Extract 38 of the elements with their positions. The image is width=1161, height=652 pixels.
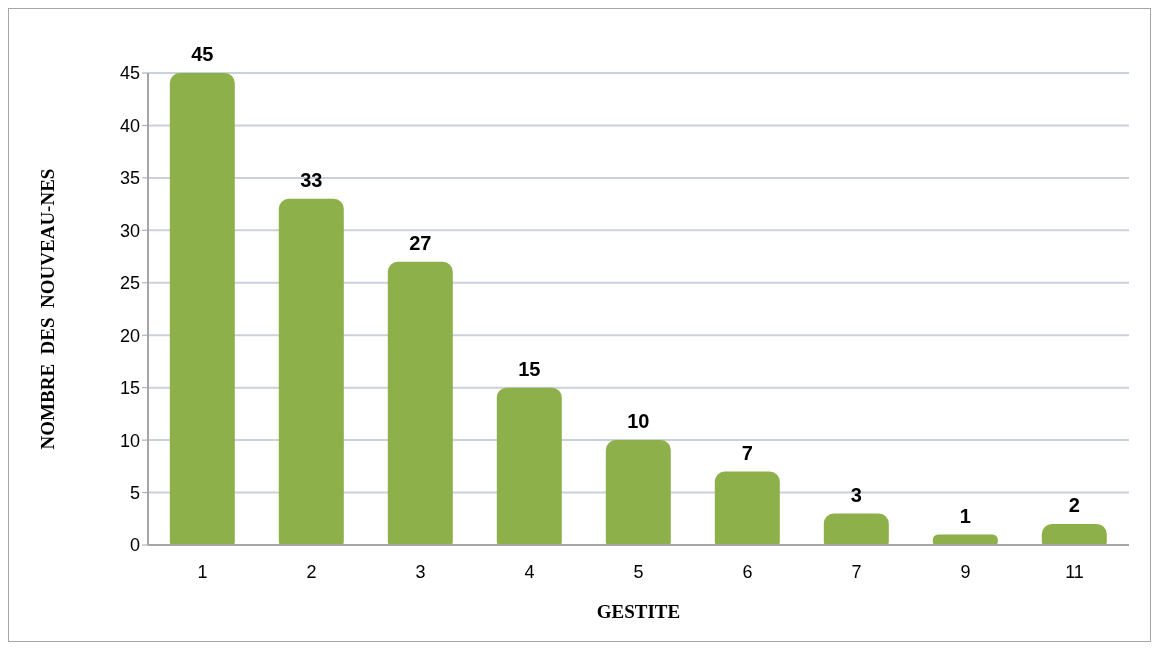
y-tick-label: 0	[129, 535, 140, 556]
y-tick-label: 5	[129, 482, 140, 503]
y-tick-label: 40	[119, 115, 140, 136]
bar	[169, 73, 235, 545]
y-tick-label: 25	[119, 273, 140, 294]
x-tick-label: 3	[415, 561, 426, 582]
data-label: 10	[627, 410, 650, 433]
x-tick-label: 11	[1065, 561, 1084, 582]
data-label: 27	[409, 231, 432, 254]
bar	[1041, 524, 1107, 545]
y-tick-label: 20	[119, 325, 140, 346]
bar	[605, 440, 671, 545]
y-tick-label: 35	[119, 168, 140, 189]
x-tick-label: 1	[197, 561, 208, 582]
y-axis-title: NOMBRE DES NOUVEAU-NES	[36, 168, 58, 450]
bar	[496, 387, 562, 545]
x-tick-label: 5	[633, 561, 644, 582]
x-tick-label: 9	[960, 561, 971, 582]
x-axis-title: GESTITE	[596, 600, 681, 622]
data-label: 15	[518, 357, 541, 380]
data-label: 7	[741, 441, 753, 464]
data-label: 2	[1068, 494, 1080, 517]
y-tick-label: 15	[119, 378, 140, 399]
bar	[278, 198, 344, 545]
bar	[823, 513, 889, 545]
y-tick-label: 10	[119, 430, 140, 451]
x-tick-label: 7	[851, 561, 862, 582]
bar	[714, 471, 780, 545]
y-tick-label: 30	[119, 220, 140, 241]
x-tick-label: 6	[742, 561, 753, 582]
y-tick-label: 45	[119, 63, 140, 84]
data-label: 3	[850, 483, 862, 506]
data-label: 45	[191, 43, 214, 65]
data-label: 33	[300, 168, 323, 191]
data-label: 1	[959, 504, 971, 527]
bar	[387, 261, 453, 545]
x-tick-label: 2	[306, 561, 317, 582]
x-tick-label: 4	[524, 561, 535, 582]
